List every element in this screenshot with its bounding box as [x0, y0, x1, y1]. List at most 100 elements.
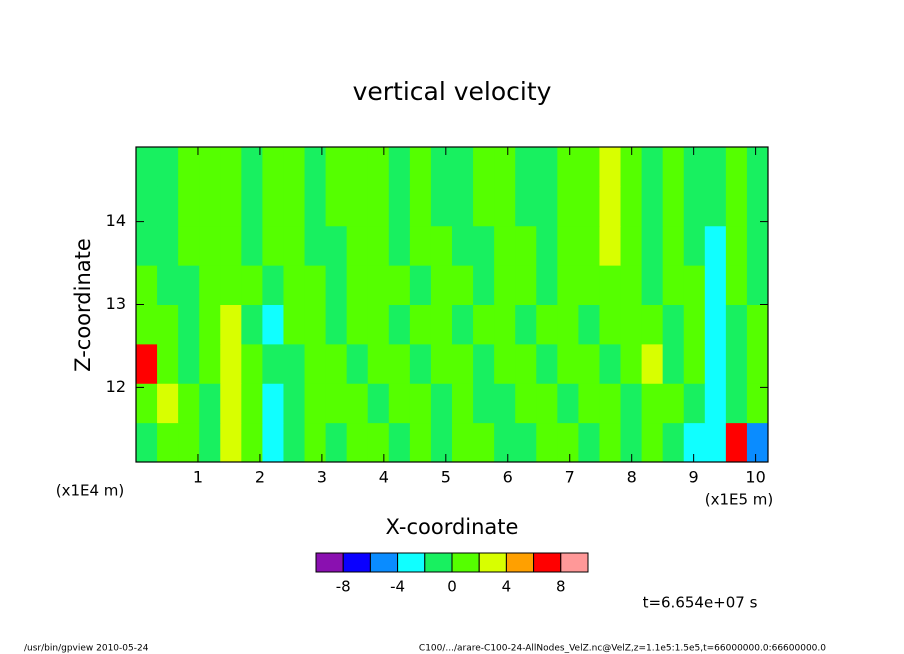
x-tick-label: 5	[441, 468, 451, 487]
field-cell	[199, 422, 221, 463]
field-cell	[599, 304, 622, 345]
field-cell	[367, 383, 390, 424]
field-cell	[578, 383, 600, 424]
field-cell	[578, 422, 600, 463]
field-cell	[241, 265, 263, 305]
field-cell	[136, 265, 158, 305]
field-cell	[494, 225, 516, 266]
field-cell	[641, 147, 664, 187]
field-cell	[199, 343, 221, 384]
field-cell	[494, 186, 516, 227]
field-cell	[199, 186, 221, 227]
field-cell	[220, 422, 242, 463]
field-cell	[452, 147, 474, 187]
field-cell	[536, 186, 558, 227]
field-cell	[430, 265, 453, 305]
field-cell	[620, 265, 643, 305]
field-cell	[536, 343, 558, 384]
field-cell	[620, 343, 643, 384]
field-cell	[388, 186, 411, 227]
field-cell	[157, 265, 179, 305]
field-cell	[515, 343, 537, 384]
field-cell	[641, 304, 664, 345]
field-cell	[452, 343, 474, 384]
field-cell	[515, 304, 537, 345]
field-cell	[725, 422, 748, 463]
field-cell	[746, 304, 769, 345]
colorbar-swatch	[505, 552, 535, 573]
field-cell	[641, 186, 664, 227]
field-cell	[557, 304, 579, 345]
field-cell	[157, 383, 179, 424]
field-cell	[262, 383, 284, 424]
field-cell	[620, 147, 643, 187]
field-cell	[746, 225, 769, 266]
field-cell	[220, 343, 242, 384]
field-cell	[388, 343, 411, 384]
colorbar-label: -4	[390, 578, 405, 596]
field-cell	[452, 383, 474, 424]
x-tick-label: 6	[503, 468, 513, 487]
field-cell	[599, 147, 622, 187]
field-cell	[494, 422, 516, 463]
field-cell	[683, 422, 706, 463]
field-cell	[557, 225, 579, 266]
field-cell	[599, 343, 622, 384]
field-cell	[725, 383, 748, 424]
x-tick-label: 9	[689, 468, 699, 487]
field-cell	[704, 343, 727, 384]
colorbar-swatch	[451, 552, 480, 573]
field-cell	[283, 265, 306, 305]
field-cell	[136, 304, 158, 345]
field-cell	[409, 186, 432, 227]
field-cell	[136, 147, 158, 187]
field-cell	[262, 343, 284, 384]
field-cell	[304, 343, 327, 384]
field-cell	[662, 304, 685, 345]
field-cell	[283, 186, 306, 227]
field-cell	[262, 186, 284, 227]
field-cell	[599, 225, 622, 266]
field-cell	[725, 265, 748, 305]
field-cell	[367, 225, 390, 266]
field-cell	[262, 225, 284, 266]
field-cell	[494, 147, 516, 187]
field-cell	[641, 343, 664, 384]
field-cell	[409, 225, 432, 266]
field-cell	[325, 422, 348, 463]
field-cell	[536, 147, 558, 187]
field-cell	[346, 304, 369, 345]
field-cell	[641, 383, 664, 424]
field-cell	[494, 383, 516, 424]
y-tick-label: 12	[106, 377, 126, 396]
field-cell	[473, 422, 495, 463]
field-cell	[452, 304, 474, 345]
field-cell	[157, 343, 179, 384]
field-cell	[725, 225, 748, 266]
field-cell	[409, 343, 432, 384]
field-cell	[241, 383, 263, 424]
field-cell	[178, 265, 200, 305]
field-cell	[325, 383, 348, 424]
field-cell	[452, 265, 474, 305]
field-cell	[641, 225, 664, 266]
field-cell	[283, 343, 306, 384]
x-unit: (x1E5 m)	[705, 491, 774, 509]
field-cell	[494, 265, 516, 305]
field-cell	[388, 225, 411, 266]
field-cell	[178, 147, 200, 187]
field-cell	[178, 343, 200, 384]
field-cell	[578, 265, 600, 305]
field-cell	[683, 304, 706, 345]
field-cell	[452, 225, 474, 266]
field-cell	[388, 383, 411, 424]
field-cell	[683, 225, 706, 266]
field-cell	[199, 304, 221, 345]
field-cell	[178, 304, 200, 345]
field-cell	[557, 186, 579, 227]
field-cell	[241, 343, 263, 384]
chart-title: vertical velocity	[353, 77, 552, 106]
colorbar-swatch	[478, 552, 507, 573]
x-tick-label: 7	[565, 468, 575, 487]
